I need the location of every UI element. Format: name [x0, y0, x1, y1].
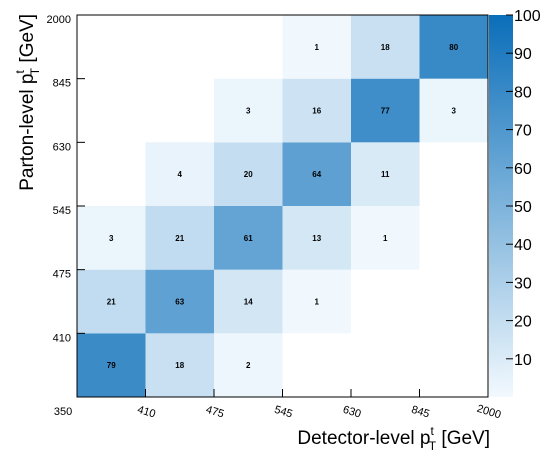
x-tick-label: 845 [410, 404, 431, 421]
heatmap-cell [214, 206, 283, 270]
heatmap-cell [419, 78, 488, 143]
heatmap-cell [282, 78, 351, 143]
cell-value-label: 77 [381, 107, 390, 116]
colorbar-tick-label: 70 [514, 123, 532, 140]
colorbar-tick-label: 10 [514, 352, 532, 369]
y-tick-label: 475 [53, 269, 71, 281]
heatmap-cell [145, 142, 214, 206]
cell-value-label: 1 [315, 298, 320, 307]
heatmap-cell [351, 15, 420, 79]
cell-value-label: 2 [246, 361, 251, 370]
heatmap-cell [214, 269, 283, 334]
x-tick-label: 2000 [475, 403, 502, 422]
x-tick-label: 545 [273, 404, 294, 421]
cell-value-label: 11 [381, 170, 390, 179]
cell-value-label: 4 [178, 170, 183, 179]
colorbar-tick-label: 30 [514, 275, 532, 292]
y-axis-title-sub: T [28, 67, 42, 75]
x-axis-title: Detector-level pt T [GeV] [297, 424, 490, 450]
x-axis-title-main: Detector-level p [297, 428, 430, 449]
y-tick-label: 630 [53, 141, 71, 153]
cell-value-label: 16 [312, 107, 321, 116]
colorbar-tick-label: 90 [514, 46, 532, 63]
colorbar-ticks: 10 20 30 40 50 60 70 80 90 100 [506, 8, 541, 369]
heatmap-cell [351, 142, 420, 206]
heatmap-cell [214, 78, 283, 143]
heatmap-cell [77, 333, 146, 397]
cell-value-label: 1 [315, 43, 320, 52]
heatmap-cell [145, 206, 214, 270]
y-tick-label: 545 [53, 205, 71, 217]
x-tick-label: 410 [136, 404, 157, 421]
y-axis-title-sup: t [13, 70, 27, 74]
heatmap-cell [145, 269, 214, 334]
heatmap-cell [282, 269, 351, 334]
cell-value-label: 20 [244, 170, 253, 179]
heatmap-cell [214, 333, 283, 397]
cell-value-label: 3 [452, 107, 457, 116]
cell-value-label: 13 [312, 234, 321, 243]
y-axis-title-main: Parton-level p [17, 74, 38, 191]
x-tick-label: 350 [54, 406, 72, 418]
heatmap-cell [419, 15, 488, 79]
y-axis-ticks: 410 475 545 630 845 2000 [47, 14, 85, 344]
colorbar-tick-label: 50 [514, 199, 532, 216]
heatmap-cell [282, 15, 351, 79]
colorbar-tick-label: 100 [514, 8, 541, 25]
colorbar-tick-label: 20 [514, 314, 532, 331]
y-axis-title-unit: [GeV] [17, 14, 38, 68]
cell-value-label: 3 [246, 107, 251, 116]
cell-value-label: 61 [244, 234, 253, 243]
cell-value-label: 3 [109, 234, 114, 243]
cell-value-label: 18 [381, 43, 390, 52]
cell-value-label: 79 [107, 361, 116, 370]
colorbar-tick-label: 80 [514, 84, 532, 101]
heatmap-cell [351, 78, 420, 143]
heatmap-cell [77, 269, 146, 334]
x-tick-label: 475 [204, 404, 225, 421]
x-tick-label: 630 [341, 404, 362, 421]
y-axis-title: Parton-level ptT [GeV] [13, 14, 42, 191]
colorbar-tick-label: 60 [514, 161, 532, 178]
x-axis-title-sub: T [429, 439, 437, 450]
cell-value-label: 80 [449, 43, 458, 52]
y-tick-label: 2000 [47, 14, 71, 26]
cell-value-label: 21 [175, 234, 184, 243]
x-axis-title-sup: t [430, 424, 434, 438]
cell-value-label: 63 [175, 298, 184, 307]
heatmap-cell [214, 142, 283, 206]
heatmap-cell [282, 142, 351, 206]
heatmap-cell [351, 206, 420, 270]
cell-value-label: 18 [175, 361, 184, 370]
heatmap-cell [77, 206, 146, 270]
y-tick-label: 410 [53, 332, 71, 344]
colorbar-tick-label: 40 [514, 237, 532, 254]
y-tick-label: 845 [53, 78, 71, 90]
x-axis-title-unit: [GeV] [436, 428, 490, 449]
cell-value-label: 64 [312, 170, 321, 179]
cell-value-label: 21 [107, 298, 116, 307]
cell-value-label: 1 [383, 234, 388, 243]
heatmap-cells [77, 15, 488, 397]
heatmap-cell-labels: 79 18 221 63 14 13 21 61 13 14 20 64 113 16 77 31 18 80 [107, 43, 459, 370]
cell-value-label: 14 [244, 298, 253, 307]
heatmap-cell [145, 333, 214, 397]
heatmap-cell [282, 206, 351, 270]
